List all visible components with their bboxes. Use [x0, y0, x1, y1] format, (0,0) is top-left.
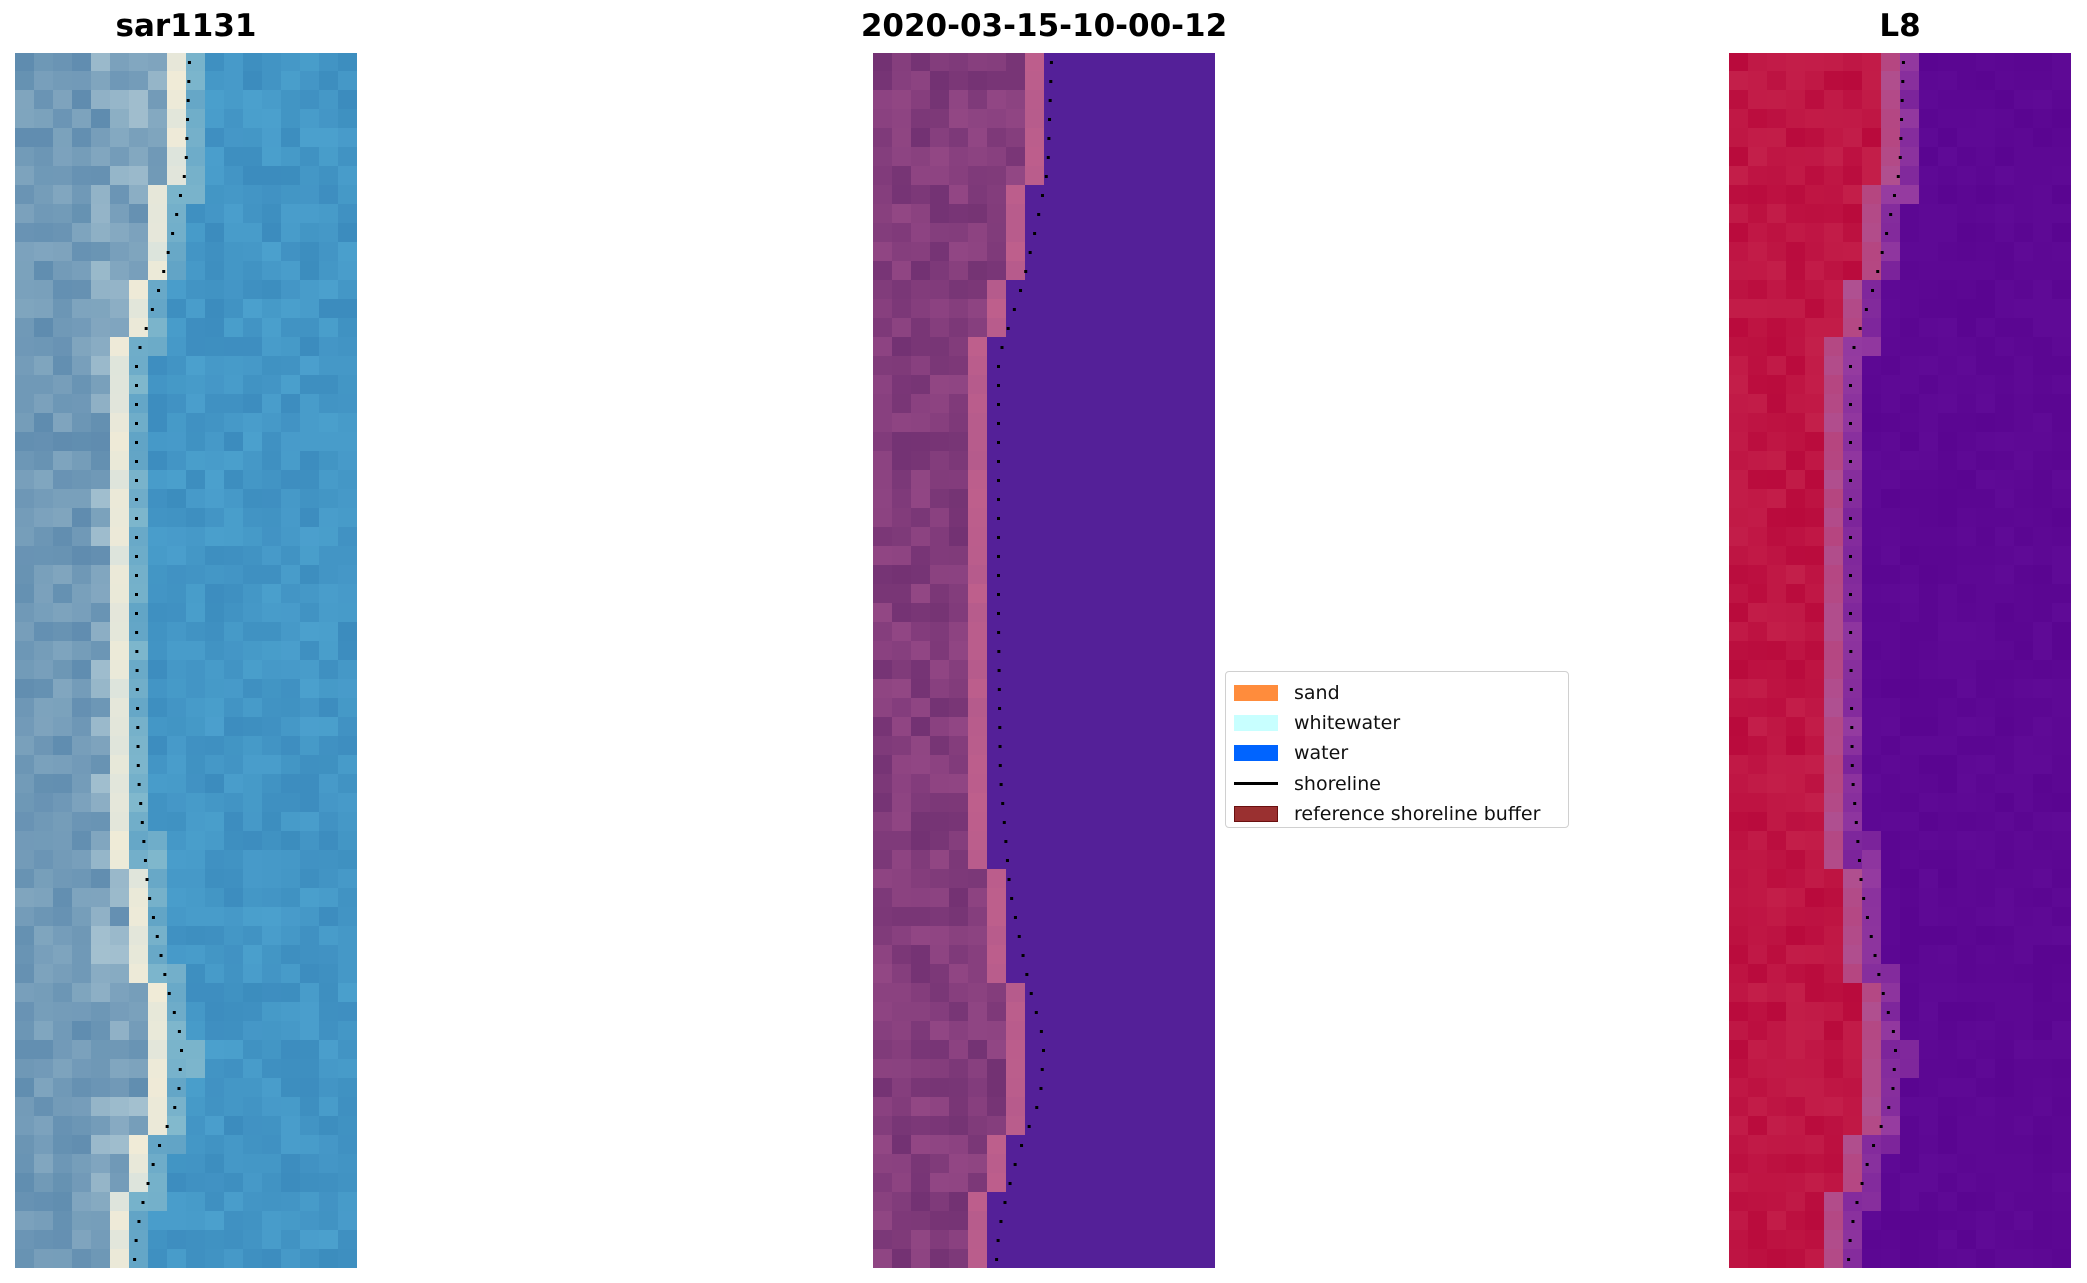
legend-item-whitewater: whitewater [1234, 708, 1560, 738]
legend-label: reference shoreline buffer [1294, 802, 1541, 825]
legend-label: water [1294, 742, 1349, 765]
legend-label: whitewater [1294, 712, 1401, 735]
panel-title-index: L8 [1879, 8, 1921, 44]
rgb-image-panel [15, 53, 357, 1268]
legend-label: sand [1294, 682, 1340, 705]
panel-title-rgb: sar1131 [115, 8, 257, 44]
panel-title-classified: 2020-03-15-10-00-12 [860, 8, 1228, 44]
legend-item-sand: sand [1234, 678, 1560, 708]
whitewater-swatch [1234, 715, 1278, 732]
legend-item-buffer: reference shoreline buffer [1234, 799, 1560, 829]
legend-item-shoreline: shoreline [1234, 769, 1560, 799]
shoreline-line-swatch [1234, 782, 1278, 786]
legend-item-water: water [1234, 738, 1560, 768]
buffer-swatch [1234, 805, 1278, 822]
legend: sand whitewater water shoreline referenc… [1225, 671, 1569, 828]
sand-swatch [1234, 685, 1278, 702]
legend-label: shoreline [1294, 772, 1381, 795]
index-image-panel [1729, 53, 2071, 1268]
water-swatch [1234, 745, 1278, 762]
classified-image-panel [873, 53, 1215, 1268]
